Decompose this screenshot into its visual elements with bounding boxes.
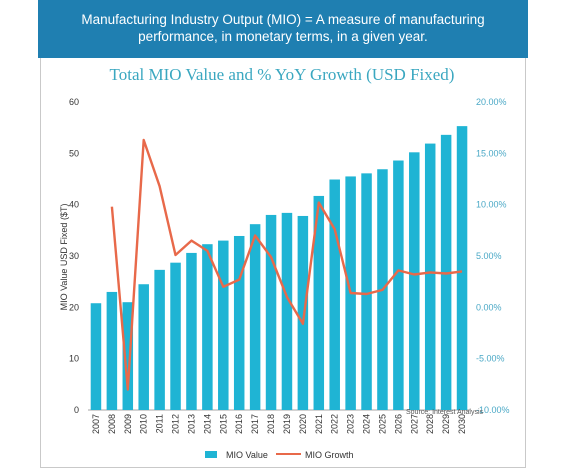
x-tick-label: 2030 <box>457 414 467 434</box>
x-tick-label: 2013 <box>186 414 196 434</box>
bar-2014 <box>202 244 213 410</box>
source-note: Source: Interest Analysis <box>406 409 484 416</box>
x-tick-label: 2009 <box>123 414 133 434</box>
y-tick-label: 60 <box>69 97 79 107</box>
x-tick-label: 2021 <box>314 414 324 434</box>
x-tick-label: 2014 <box>202 414 212 434</box>
bar-2022 <box>329 179 340 410</box>
bar-2013 <box>186 252 197 410</box>
bar-2007 <box>90 303 102 410</box>
x-tick-label: 2016 <box>234 414 244 434</box>
x-tick-label: 2007 <box>91 414 101 434</box>
x-tick-label: 2018 <box>266 414 276 434</box>
bar-2020 <box>297 215 309 410</box>
y2-tick-label: 15.00% <box>476 148 507 158</box>
bar-2030 <box>456 126 468 411</box>
y2-tick-label: 5.00% <box>476 251 502 261</box>
bar-2018 <box>265 214 277 410</box>
bar-2015 <box>218 240 229 410</box>
x-tick-label: 2020 <box>298 414 308 434</box>
bar-2016 <box>233 235 245 410</box>
x-tick-label: 2015 <box>218 414 228 434</box>
y2-tick-label: 0.00% <box>476 302 502 312</box>
legend: MIO Value MIO Growth <box>205 450 354 460</box>
y-axis-label: MIO Value USD Fixed ($T) <box>59 204 69 311</box>
bar-2019 <box>281 212 293 410</box>
x-tick-label: 2022 <box>330 414 340 434</box>
x-tick-label: 2017 <box>250 414 260 434</box>
bar-2026 <box>393 160 404 410</box>
y-tick-label: 20 <box>69 302 79 312</box>
x-tick-label: 2028 <box>425 414 435 434</box>
y-tick-label: 50 <box>69 148 79 158</box>
bar-2028 <box>424 143 436 410</box>
bar-2009 <box>122 302 134 410</box>
x-tick-label: 2029 <box>441 414 451 434</box>
legend-bar-swatch <box>205 451 217 458</box>
y-tick-label: 30 <box>69 251 79 261</box>
y2-tick-label: -10.00% <box>476 405 510 415</box>
chart-title: Total MIO Value and % YoY Growth (USD Fi… <box>110 65 455 84</box>
chart-panel <box>40 58 526 468</box>
bar-2017 <box>249 224 261 410</box>
bar-2008 <box>106 291 118 410</box>
banner-line-2: performance, in monetary terms, in a giv… <box>138 29 428 44</box>
chart-banner: Manufacturing Industry Output (MIO) = A … <box>38 0 528 58</box>
x-tick-label: 2023 <box>346 414 356 434</box>
tick-labels-group: 0102030405060-10.00%-5.00%0.00%5.00%10.0… <box>69 97 510 434</box>
bar-2011 <box>154 269 165 410</box>
y2-tick-label: 20.00% <box>476 97 507 107</box>
x-tick-label: 2019 <box>282 414 292 434</box>
x-tick-label: 2012 <box>171 414 181 434</box>
bar-2027 <box>409 152 420 410</box>
legend-label-mio-growth: MIO Growth <box>305 450 354 460</box>
y-tick-label: 40 <box>69 200 79 210</box>
x-tick-label: 2008 <box>107 414 117 434</box>
bar-2010 <box>138 284 149 410</box>
x-tick-label: 2025 <box>377 414 387 434</box>
y-tick-label: 10 <box>69 354 79 364</box>
bar-2012 <box>170 262 181 410</box>
growth-line-group <box>110 138 463 391</box>
banner-line-1: Manufacturing Industry Output (MIO) = A … <box>81 12 485 27</box>
x-tick-label: 2027 <box>409 414 419 434</box>
bar-2024 <box>361 173 372 410</box>
y2-tick-label: -5.00% <box>476 354 505 364</box>
x-tick-label: 2011 <box>155 414 165 433</box>
bars-group <box>90 126 468 411</box>
x-tick-label: 2010 <box>139 414 149 434</box>
y-tick-label: 0 <box>74 405 79 415</box>
y2-tick-label: 10.00% <box>476 200 507 210</box>
bar-2021 <box>313 195 325 410</box>
x-tick-label: 2026 <box>393 414 403 434</box>
x-tick-label: 2024 <box>362 414 372 434</box>
legend-label-mio-value: MIO Value <box>226 450 268 460</box>
